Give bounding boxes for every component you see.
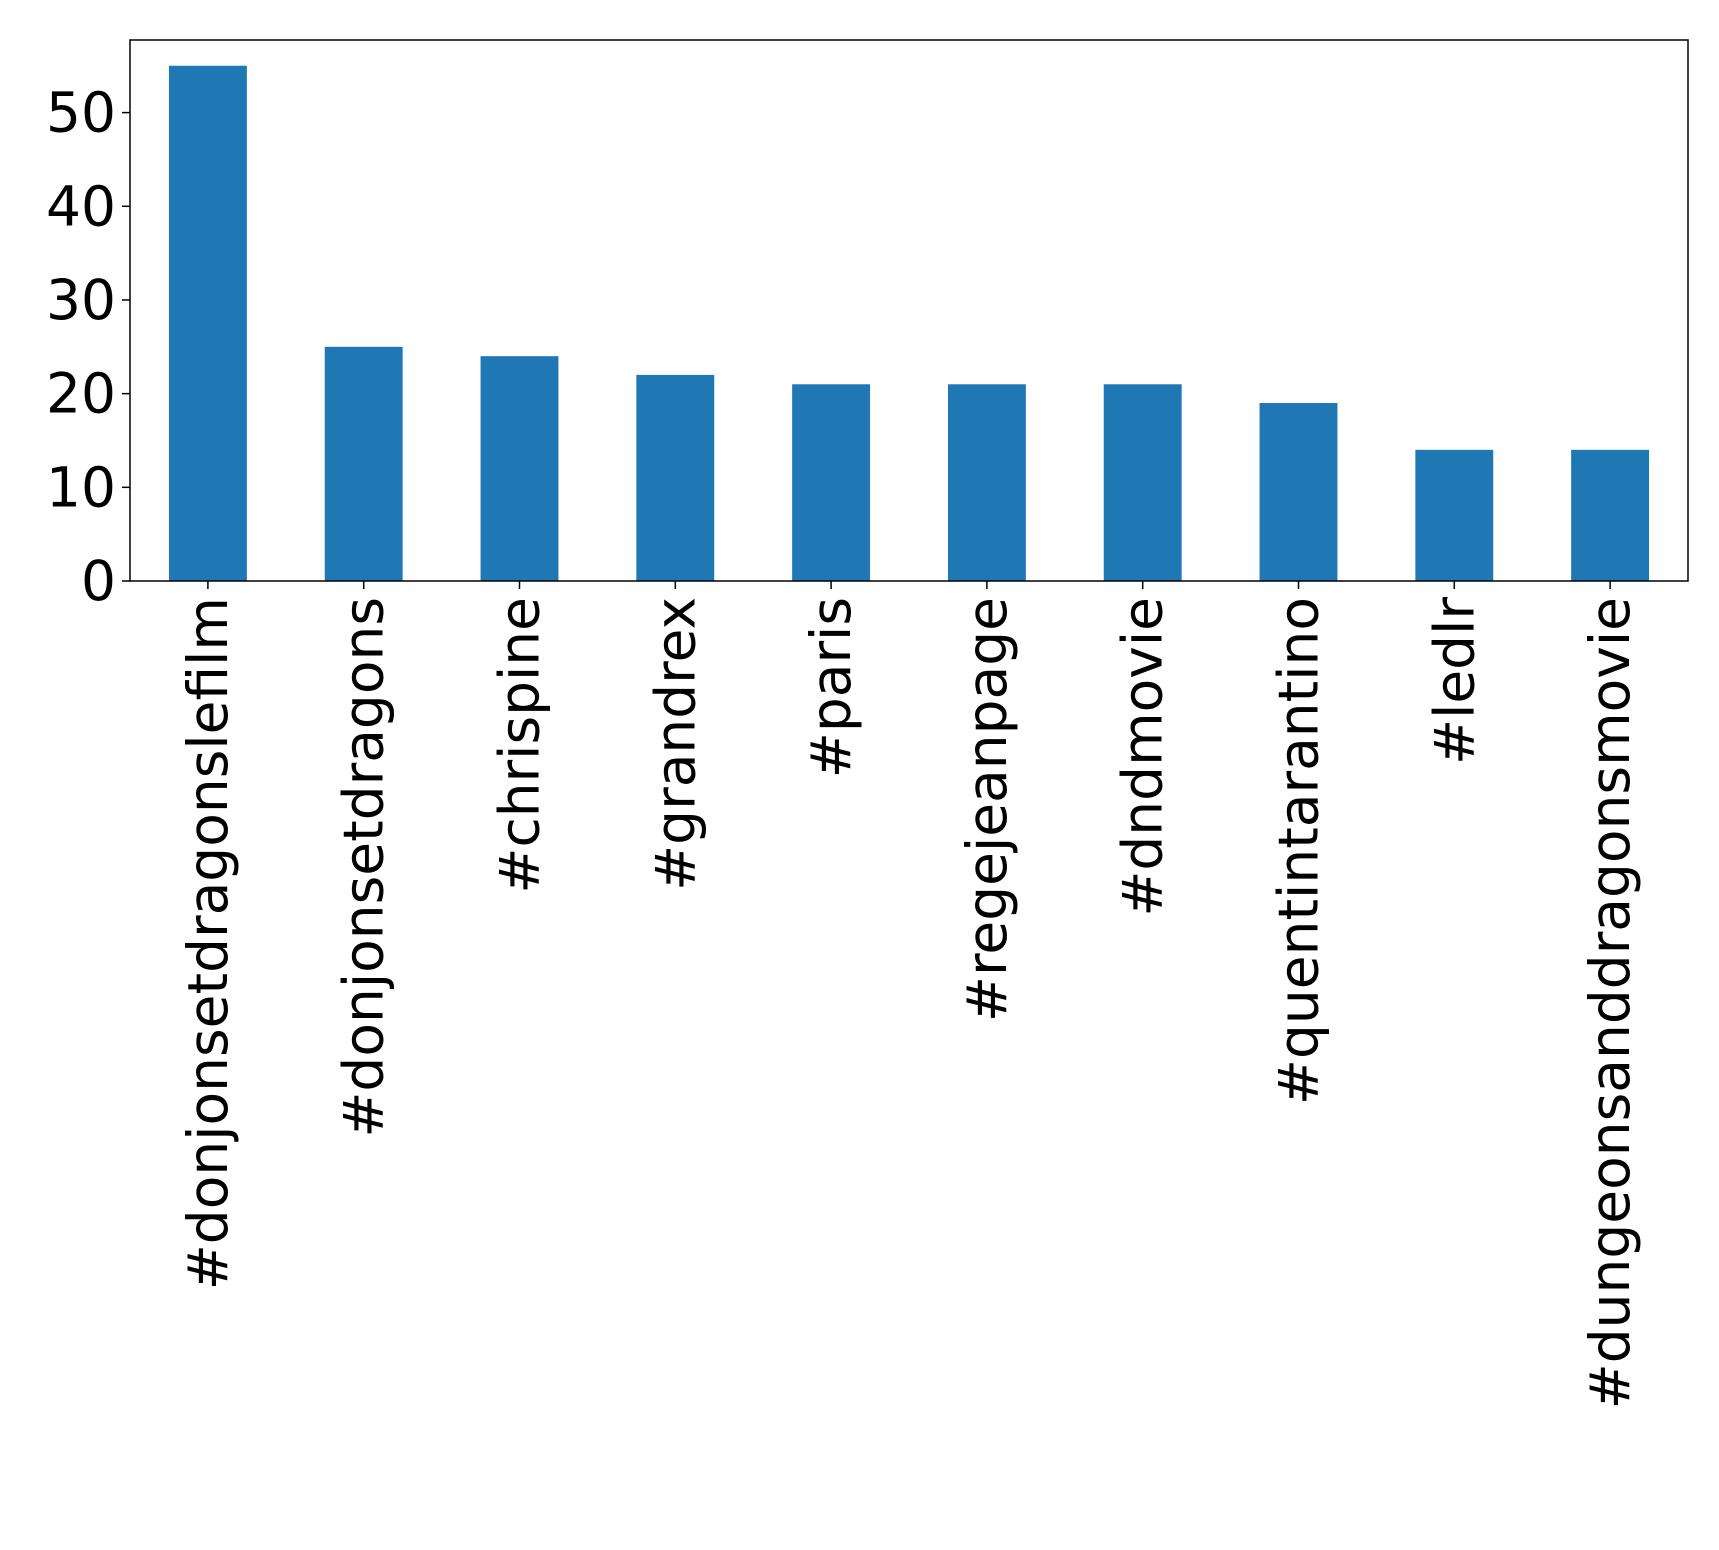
bar-dndmovie bbox=[1103, 384, 1182, 581]
x-tick-label: #grandrex bbox=[643, 597, 707, 891]
bars-group bbox=[168, 65, 1650, 581]
bar-dungeonsanddragonsmovie bbox=[1571, 449, 1650, 581]
x-tick-label: #quentintarantino bbox=[1267, 597, 1331, 1105]
y-tick-label: 10 bbox=[46, 455, 116, 519]
bar-donjonsetdragonslefilm bbox=[168, 65, 247, 581]
x-tick-label: #paris bbox=[799, 597, 863, 778]
bar-regejeanpage bbox=[947, 384, 1026, 581]
bar-donjonsetdragons bbox=[324, 346, 403, 581]
y-tick-label: 50 bbox=[46, 81, 116, 145]
bar-ledlr bbox=[1415, 449, 1494, 581]
x-tick-label: #ledlr bbox=[1422, 597, 1486, 765]
y-tick-label: 40 bbox=[46, 174, 116, 238]
x-tick-label: #donjonsetdragonslefilm bbox=[176, 597, 240, 1290]
x-tick-label: #dungeonsanddragonsmovie bbox=[1578, 597, 1642, 1409]
bar-grandrex bbox=[636, 374, 715, 581]
y-tick-label: 30 bbox=[46, 268, 116, 332]
x-tick-label: #regejeanpage bbox=[955, 597, 1019, 1022]
x-axis: #donjonsetdragonslefilm #donjonsetdragons… bbox=[176, 581, 1642, 1409]
y-tick-label: 0 bbox=[81, 549, 116, 613]
y-tick-label: 20 bbox=[46, 362, 116, 426]
x-tick-label: #dndmovie bbox=[1111, 597, 1175, 917]
bar-quentintarantino bbox=[1259, 403, 1338, 581]
y-axis: 0 10 20 30 40 50 bbox=[46, 81, 130, 613]
x-tick-label: #chrispine bbox=[488, 597, 552, 894]
x-tick-label: #donjonsetdragons bbox=[332, 597, 396, 1138]
bar-paris bbox=[792, 384, 871, 581]
plot-frame bbox=[129, 39, 1689, 582]
bar-chrispine bbox=[480, 356, 559, 581]
